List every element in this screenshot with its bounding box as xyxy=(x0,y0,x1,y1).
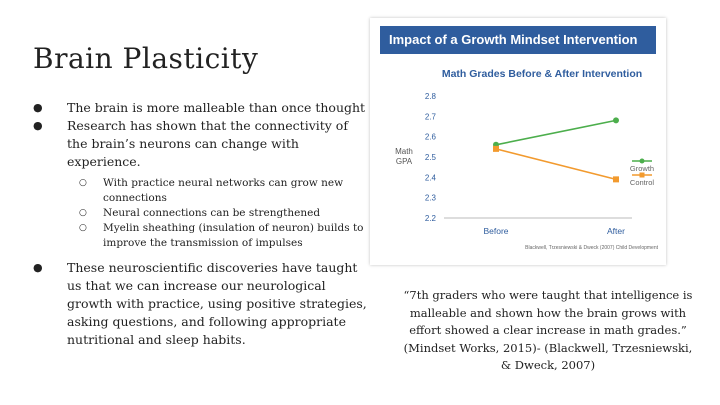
data-point xyxy=(493,145,499,152)
series-line xyxy=(495,119,617,146)
y-tick-label: 2.3 xyxy=(425,194,437,203)
sub-bullet-item: ○ Neural connections can be strengthened xyxy=(33,206,368,221)
chart-title: Math Grades Before & After Intervention xyxy=(442,68,642,80)
sub-bullet-text: Neural connections can be strengthened xyxy=(103,207,321,219)
bullet-text: These neuroscientific discoveries have t… xyxy=(67,260,367,347)
y-axis-label: GPA xyxy=(396,157,413,166)
bullet-item: ● Research has shown that the connectivit… xyxy=(33,117,368,171)
y-tick-label: 2.7 xyxy=(425,112,437,121)
chart-image: Impact of a Growth Mindset Intervention … xyxy=(370,18,666,265)
y-tick-label: 2.8 xyxy=(425,92,437,101)
y-axis-label: Math xyxy=(395,147,413,156)
bullet-item: ● The brain is more malleable than once t… xyxy=(33,99,368,117)
y-tick-label: 2.5 xyxy=(425,153,437,162)
bullet-list: ● The brain is more malleable than once t… xyxy=(33,99,368,349)
data-point xyxy=(613,176,619,183)
bullet-text: The brain is more malleable than once th… xyxy=(67,100,366,115)
bullet-dot-icon: ● xyxy=(33,261,43,274)
x-tick-label: Before xyxy=(483,226,508,236)
line-chart: Math Grades Before & After Intervention 2… xyxy=(395,68,659,251)
y-tick-label: 2.6 xyxy=(425,133,437,142)
x-tick-label: After xyxy=(607,226,625,236)
series-line xyxy=(495,148,617,181)
chart-header-banner: Impact of a Growth Mindset Intervention xyxy=(380,26,656,54)
sub-bullet-item: ○ With practice neural networks can grow … xyxy=(33,176,368,206)
bullet-text: Research has shown that the connectivity… xyxy=(67,118,348,169)
sub-bullet-circle-icon: ○ xyxy=(79,208,87,218)
bullet-dot-icon: ● xyxy=(33,101,43,114)
y-tick-label: 2.2 xyxy=(425,214,437,223)
bullet-item: ● These neuroscientific discoveries have … xyxy=(33,259,368,349)
legend-marker xyxy=(639,172,645,178)
sub-bullet-circle-icon: ○ xyxy=(79,178,87,188)
chart-header-text: Impact of a Growth Mindset Intervention xyxy=(389,32,638,47)
slide-title: Brain Plasticity xyxy=(33,42,259,75)
quote-text: “7th graders who were taught that intell… xyxy=(403,288,693,372)
sub-bullet-text: Myelin sheathing (insulation of neuron) … xyxy=(103,222,364,249)
sub-bullet-item: ○ Myelin sheathing (insulation of neuron)… xyxy=(33,221,368,251)
legend-label: Growth xyxy=(630,164,654,173)
bullet-dot-icon: ● xyxy=(33,119,43,132)
y-tick-label: 2.4 xyxy=(425,173,437,182)
chart-source-text: Blackwell, Trzesniewski & Dweck (2007) C… xyxy=(525,245,658,251)
sub-bullet-text: With practice neural networks can grow n… xyxy=(103,177,344,204)
legend-marker xyxy=(639,158,645,164)
data-point xyxy=(613,117,619,124)
legend-label: Control xyxy=(630,178,655,187)
sub-bullet-circle-icon: ○ xyxy=(79,223,87,233)
